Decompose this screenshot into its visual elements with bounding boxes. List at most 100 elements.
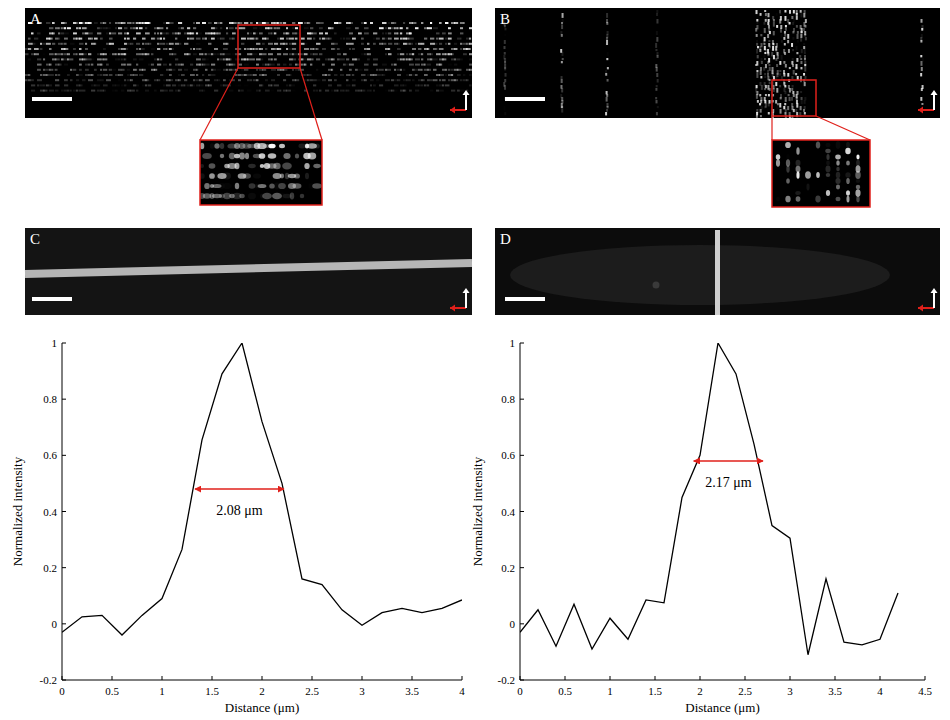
speckle bbox=[783, 73, 785, 77]
speckle bbox=[304, 163, 309, 169]
speckle bbox=[262, 69, 266, 71]
speckle bbox=[49, 74, 54, 76]
speckle bbox=[202, 64, 205, 66]
speckle bbox=[211, 53, 213, 55]
speckle bbox=[217, 79, 220, 81]
speckle bbox=[785, 97, 787, 102]
speckle bbox=[364, 22, 367, 24]
x-tick bbox=[610, 676, 611, 680]
speckle bbox=[800, 61, 802, 64]
speckle bbox=[394, 22, 396, 24]
speckle bbox=[136, 64, 138, 66]
speckle bbox=[181, 64, 184, 66]
speckle bbox=[454, 64, 457, 66]
speckle bbox=[115, 84, 120, 86]
speckle bbox=[256, 79, 259, 81]
speckle bbox=[253, 32, 256, 34]
speckle bbox=[160, 74, 163, 76]
speckle bbox=[58, 74, 60, 76]
speckle bbox=[226, 69, 228, 71]
speckle bbox=[316, 43, 320, 45]
speckle bbox=[136, 27, 138, 29]
data-group bbox=[520, 343, 898, 655]
speckle bbox=[349, 48, 351, 50]
speckle bbox=[394, 38, 399, 40]
speckle bbox=[97, 90, 100, 92]
speckle bbox=[439, 38, 444, 40]
speckle bbox=[334, 43, 338, 45]
speckle bbox=[337, 84, 341, 86]
speckle bbox=[331, 58, 335, 60]
speckle bbox=[795, 109, 797, 112]
y-tick-label: -0.2 bbox=[40, 674, 57, 686]
speckle bbox=[760, 34, 762, 36]
speckle bbox=[37, 84, 39, 86]
speckle bbox=[756, 34, 758, 37]
speckle bbox=[349, 32, 353, 34]
speckle bbox=[85, 58, 88, 60]
speckle bbox=[295, 64, 298, 66]
speckle bbox=[202, 90, 205, 92]
speckle bbox=[457, 58, 460, 60]
speckle bbox=[424, 74, 428, 76]
speckle bbox=[184, 69, 188, 71]
speckle bbox=[764, 100, 766, 103]
speckle bbox=[409, 84, 412, 86]
speckle bbox=[921, 88, 923, 91]
speckle bbox=[205, 64, 210, 66]
speckle bbox=[262, 193, 272, 199]
speckle bbox=[43, 58, 45, 60]
speckle bbox=[606, 58, 608, 60]
speckle bbox=[250, 74, 253, 76]
speckle bbox=[136, 32, 141, 34]
speckle bbox=[780, 22, 782, 25]
speckle bbox=[316, 22, 319, 24]
speckle bbox=[256, 32, 258, 34]
speckle bbox=[376, 74, 379, 76]
speckle bbox=[780, 97, 782, 99]
speckle bbox=[846, 190, 850, 195]
speckle bbox=[421, 22, 423, 24]
speckle bbox=[760, 115, 762, 117]
speckle bbox=[605, 73, 607, 76]
y-tick bbox=[520, 680, 524, 681]
speckle bbox=[346, 79, 348, 81]
speckle bbox=[340, 69, 342, 71]
speckle bbox=[787, 34, 789, 39]
speckle bbox=[85, 48, 88, 50]
speckle bbox=[792, 85, 794, 88]
speckle bbox=[292, 48, 296, 50]
direction-arrow-head bbox=[918, 305, 923, 312]
speckle bbox=[397, 53, 400, 55]
speckle bbox=[85, 69, 89, 71]
speckle bbox=[793, 70, 795, 74]
speckle bbox=[118, 69, 121, 71]
speckle bbox=[286, 43, 288, 45]
speckle bbox=[106, 32, 109, 34]
speckle bbox=[352, 74, 354, 76]
x-tick-label: 2.5 bbox=[738, 685, 752, 697]
speckle bbox=[439, 84, 442, 86]
speckle bbox=[466, 48, 471, 50]
speckle bbox=[157, 58, 159, 60]
speckle bbox=[504, 46, 506, 49]
speckle bbox=[79, 43, 83, 45]
y-tick bbox=[520, 455, 524, 456]
speckle bbox=[349, 69, 352, 71]
y-tick-label: 0.8 bbox=[501, 393, 515, 405]
speckle bbox=[388, 53, 392, 55]
speckle bbox=[397, 32, 399, 34]
speckle bbox=[805, 37, 807, 40]
speckle bbox=[172, 48, 174, 50]
speckle bbox=[280, 174, 284, 179]
speckle bbox=[797, 40, 799, 43]
speckle bbox=[319, 90, 321, 92]
speckle bbox=[319, 22, 324, 24]
speckle bbox=[785, 142, 791, 148]
speckle bbox=[214, 69, 216, 71]
speckle bbox=[181, 79, 183, 81]
speckle bbox=[187, 84, 190, 86]
speckle bbox=[394, 84, 399, 86]
speckle bbox=[226, 32, 228, 34]
speckle bbox=[373, 90, 375, 92]
